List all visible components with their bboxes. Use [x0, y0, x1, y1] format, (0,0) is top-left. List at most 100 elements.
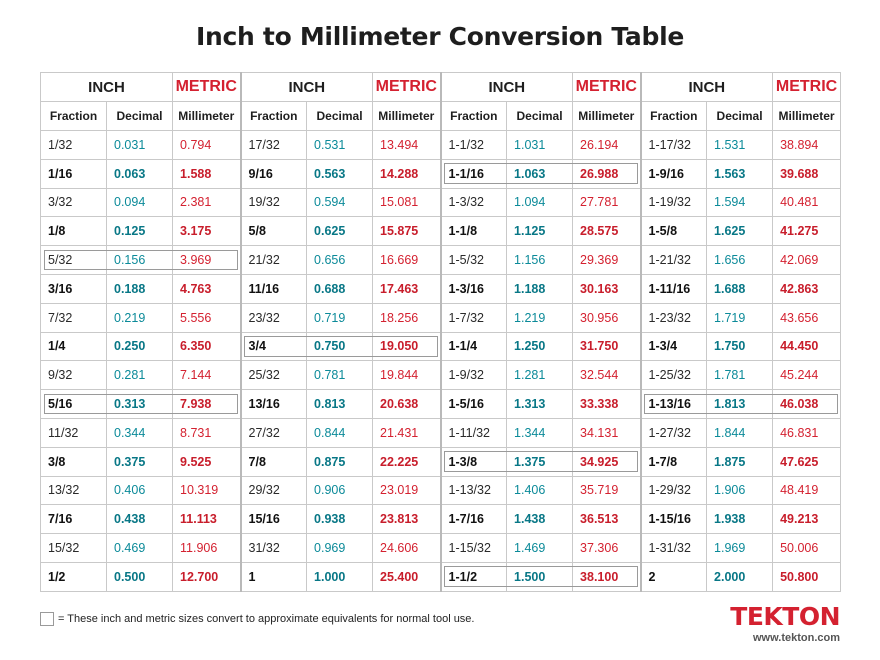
millimeter-cell: 48.419	[772, 475, 842, 506]
decimal-cell: 1.375	[506, 446, 574, 477]
table-row: 11/32 0.344 8.731 27/32 0.844 21.431 1-11/32 1.…	[40, 417, 842, 448]
header-inch-group-1: INCH	[39, 72, 174, 102]
millimeter-cell: 11.113	[172, 504, 242, 535]
fraction-cell: 11/32	[40, 417, 107, 448]
decimal-cell: 1.531	[706, 130, 774, 160]
header-metric-group-3: METRIC	[572, 72, 642, 102]
fraction-cell: 1-1/4	[439, 331, 508, 362]
millimeter-cell: 3.175	[172, 216, 242, 247]
header-fraction-group-3: Fraction	[439, 101, 508, 131]
decimal-cell: 0.500	[105, 561, 174, 592]
decimal-cell: 0.375	[105, 446, 174, 477]
fraction-cell: 19/32	[239, 187, 308, 218]
decimal-cell: 2.000	[706, 561, 774, 592]
decimal-cell: 1.156	[506, 245, 574, 275]
fraction-cell: 1/2	[40, 561, 107, 592]
millimeter-cell: 2.381	[172, 187, 242, 218]
fraction-cell: 29/32	[239, 475, 308, 506]
fraction-cell: 15/16	[239, 504, 308, 535]
fraction-cell: 27/32	[239, 417, 308, 448]
decimal-cell: 1.688	[706, 273, 774, 304]
fraction-cell: 1-7/16	[439, 504, 508, 535]
page-title: Inch to Millimeter Conversion Table	[196, 22, 684, 51]
decimal-cell: 1.906	[706, 475, 774, 506]
fraction-cell: 1/32	[40, 130, 107, 160]
millimeter-cell: 43.656	[772, 302, 842, 333]
fraction-cell: 1-1/8	[439, 216, 508, 247]
header-metric-group-4: METRIC	[772, 72, 842, 102]
fraction-cell: 3/8	[40, 446, 107, 477]
fraction-cell: 1-27/32	[639, 417, 708, 448]
decimal-cell: 0.406	[105, 475, 174, 506]
fraction-cell: 1-23/32	[639, 302, 708, 333]
millimeter-cell: 6.350	[172, 331, 242, 362]
decimal-cell: 1.094	[506, 187, 574, 218]
millimeter-cell: 33.338	[572, 389, 642, 419]
table-row: 1/32 0.031 0.794 17/32 0.531 13.494 1-1/32 1.03…	[40, 130, 842, 160]
header-metric-group-1: METRIC	[172, 72, 242, 102]
fraction-cell: 1-7/8	[639, 446, 708, 477]
decimal-cell: 1.938	[706, 504, 774, 535]
fraction-cell: 9/32	[40, 360, 107, 391]
conversion-table: INCH METRIC INCH METRIC INCH METRIC INCH METRIC…	[39, 72, 842, 592]
fraction-cell: 1-3/4	[639, 331, 708, 362]
table-row: 7/16 0.438 11.113 15/16 0.938 23.813 1-7/16 1.4…	[40, 504, 842, 535]
legend-highlight-swatch	[40, 612, 54, 626]
fraction-cell: 1-1/16	[439, 158, 508, 189]
millimeter-cell: 1.588	[172, 158, 242, 189]
decimal-cell: 0.313	[105, 389, 174, 419]
table-row: 13/32 0.406 10.319 29/32 0.906 23.019 1-13/32 1…	[40, 475, 842, 506]
millimeter-cell: 5.556	[172, 302, 242, 333]
decimal-cell: 1.344	[506, 417, 574, 448]
decimal-cell: 0.250	[105, 331, 174, 362]
table-row: 1/4 0.250 6.350 3/4 0.750 19.050 1-1/4 1.250 31.…	[40, 331, 842, 362]
header-decimal-group-1: Decimal	[105, 101, 174, 131]
decimal-cell: 0.156	[105, 245, 174, 275]
fraction-cell: 1-9/16	[639, 158, 708, 189]
decimal-cell: 0.719	[306, 302, 374, 333]
decimal-cell: 1.031	[506, 130, 574, 160]
fraction-cell: 5/8	[239, 216, 308, 247]
millimeter-cell: 35.719	[572, 475, 642, 506]
header-inch-group-4: INCH	[639, 72, 774, 102]
millimeter-cell: 25.400	[372, 561, 442, 592]
fraction-cell: 1	[239, 561, 308, 592]
fraction-cell: 5/32	[40, 245, 107, 275]
decimal-cell: 0.875	[306, 446, 374, 477]
table-row: 15/32 0.469 11.906 31/32 0.969 24.606 1-15/32 1…	[40, 533, 842, 563]
decimal-cell: 0.656	[306, 245, 374, 275]
millimeter-cell: 14.288	[372, 158, 442, 189]
millimeter-cell: 44.450	[772, 331, 842, 362]
millimeter-cell: 9.525	[172, 446, 242, 477]
millimeter-cell: 31.750	[572, 331, 642, 362]
decimal-cell: 1.813	[706, 389, 774, 419]
fraction-cell: 1-15/16	[639, 504, 708, 535]
millimeter-cell: 19.050	[372, 331, 442, 362]
header-fraction-group-2: Fraction	[239, 101, 308, 131]
millimeter-cell: 0.794	[172, 130, 242, 160]
millimeter-cell: 12.700	[172, 561, 242, 592]
fraction-cell: 13/32	[40, 475, 107, 506]
website-link[interactable]: www.tekton.com	[753, 632, 840, 644]
decimal-cell: 0.813	[306, 389, 374, 419]
fraction-cell: 1-11/32	[439, 417, 508, 448]
fraction-cell: 1-7/32	[439, 302, 508, 333]
decimal-cell: 1.188	[506, 273, 574, 304]
decimal-cell: 0.281	[105, 360, 174, 391]
decimal-cell: 1.969	[706, 533, 774, 563]
fraction-cell: 1-31/32	[639, 533, 708, 563]
decimal-cell: 1.219	[506, 302, 574, 333]
millimeter-cell: 46.038	[772, 389, 842, 419]
fraction-cell: 1-3/16	[439, 273, 508, 304]
millimeter-cell: 11.906	[172, 533, 242, 563]
millimeter-cell: 34.925	[572, 446, 642, 477]
millimeter-cell: 28.575	[572, 216, 642, 247]
decimal-cell: 0.344	[105, 417, 174, 448]
fraction-cell: 1-15/32	[439, 533, 508, 563]
fraction-cell: 1-19/32	[639, 187, 708, 218]
header-inch-group-2: INCH	[239, 72, 374, 102]
decimal-cell: 0.844	[306, 417, 374, 448]
fraction-cell: 21/32	[239, 245, 308, 275]
millimeter-cell: 3.969	[172, 245, 242, 275]
decimal-cell: 1.313	[506, 389, 574, 419]
